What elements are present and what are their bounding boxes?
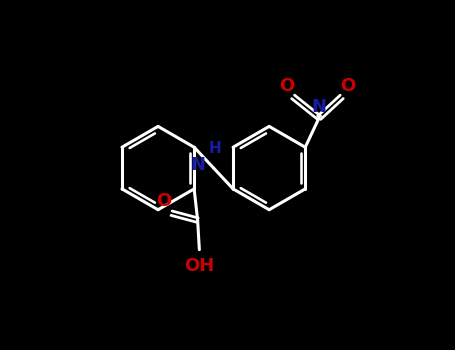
Text: OH: OH	[184, 257, 214, 275]
Text: N: N	[190, 156, 205, 174]
Text: O: O	[340, 77, 356, 95]
Text: H: H	[209, 141, 222, 156]
Text: N: N	[312, 98, 327, 116]
Text: O: O	[279, 77, 294, 95]
Text: O: O	[157, 192, 172, 210]
